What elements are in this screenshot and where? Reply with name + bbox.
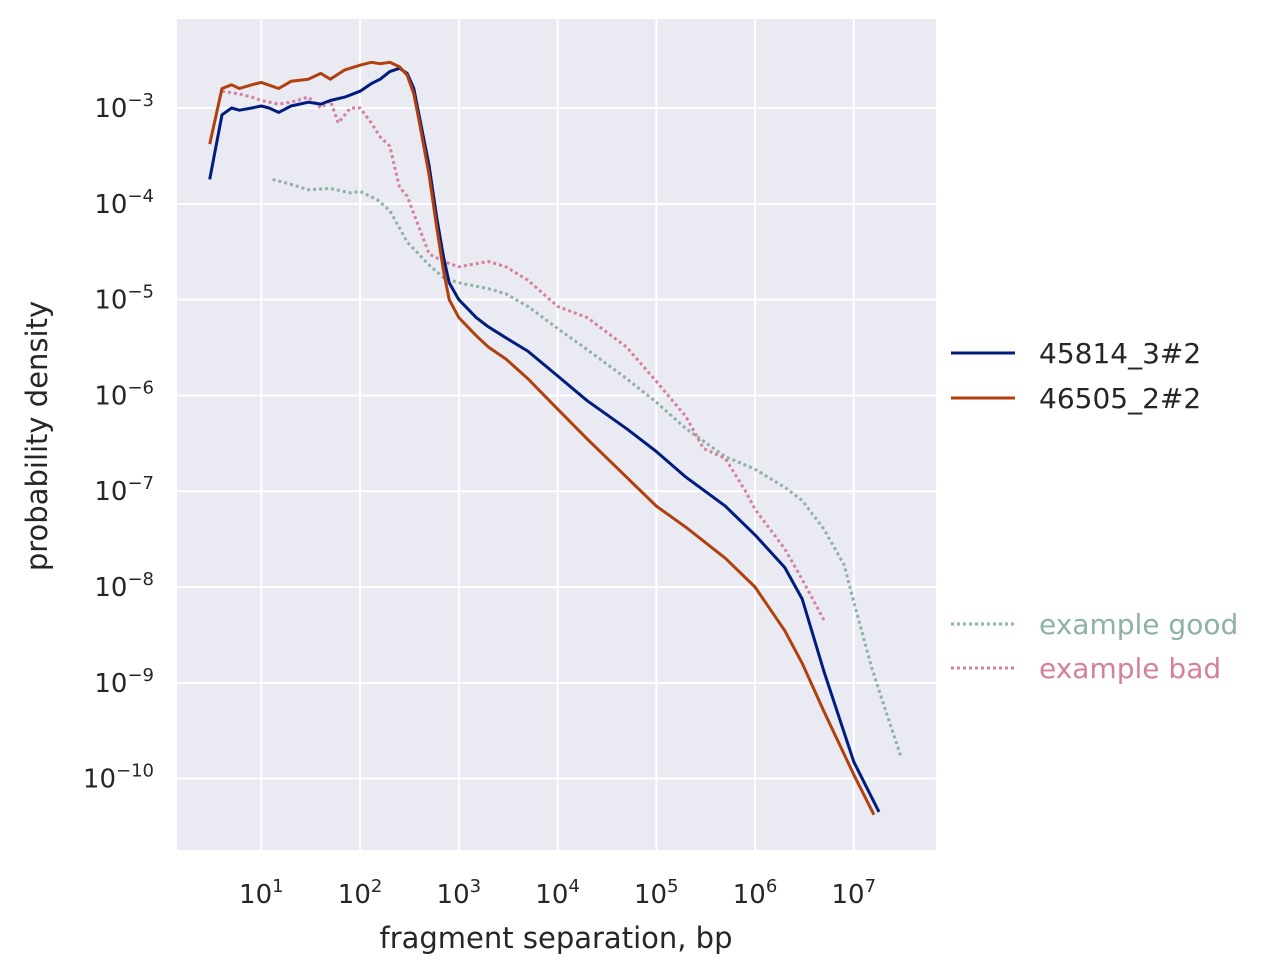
y-tick-label: 10−9 [94,665,154,699]
y-axis-label: probability density [20,301,54,571]
y-axis-ticks: 10−3 10−4 10−5 10−6 10−7 10−8 10−9 10−10 [83,90,154,795]
y-tick-label: 10−4 [94,186,154,220]
series-line-example-good [272,177,903,758]
series-line-46505-2-2 [208,60,876,816]
y-tick-label: 10−3 [94,90,154,124]
legend-label-46505-2-2: 46505_2#2 [1039,382,1201,415]
series-layer [208,60,903,816]
x-tick-label: 103 [437,876,482,910]
x-tick-label: 105 [634,876,679,910]
series-line-example-bad [221,89,826,622]
y-tick-label: 10−8 [94,569,154,603]
y-tick-label: 10−10 [83,761,154,795]
x-tick-label: 102 [338,876,383,910]
y-tick-label: 10−5 [94,282,154,316]
y-tick-label: 10−7 [94,473,154,507]
legend-label-example-bad: example bad [1039,652,1221,685]
x-axis-ticks: 101 102 103 104 105 106 107 [239,876,876,910]
x-tick-label: 101 [239,876,284,910]
plot-area [177,19,936,850]
x-tick-label: 107 [832,876,877,910]
legend-label-example-good: example good [1039,608,1238,641]
y-tick-label: 10−6 [94,377,154,411]
x-tick-label: 106 [733,876,778,910]
x-axis-label: fragment separation, bp [380,921,733,955]
x-tick-label: 104 [535,876,580,910]
legend-label-45814-3-2: 45814_3#2 [1039,337,1201,370]
